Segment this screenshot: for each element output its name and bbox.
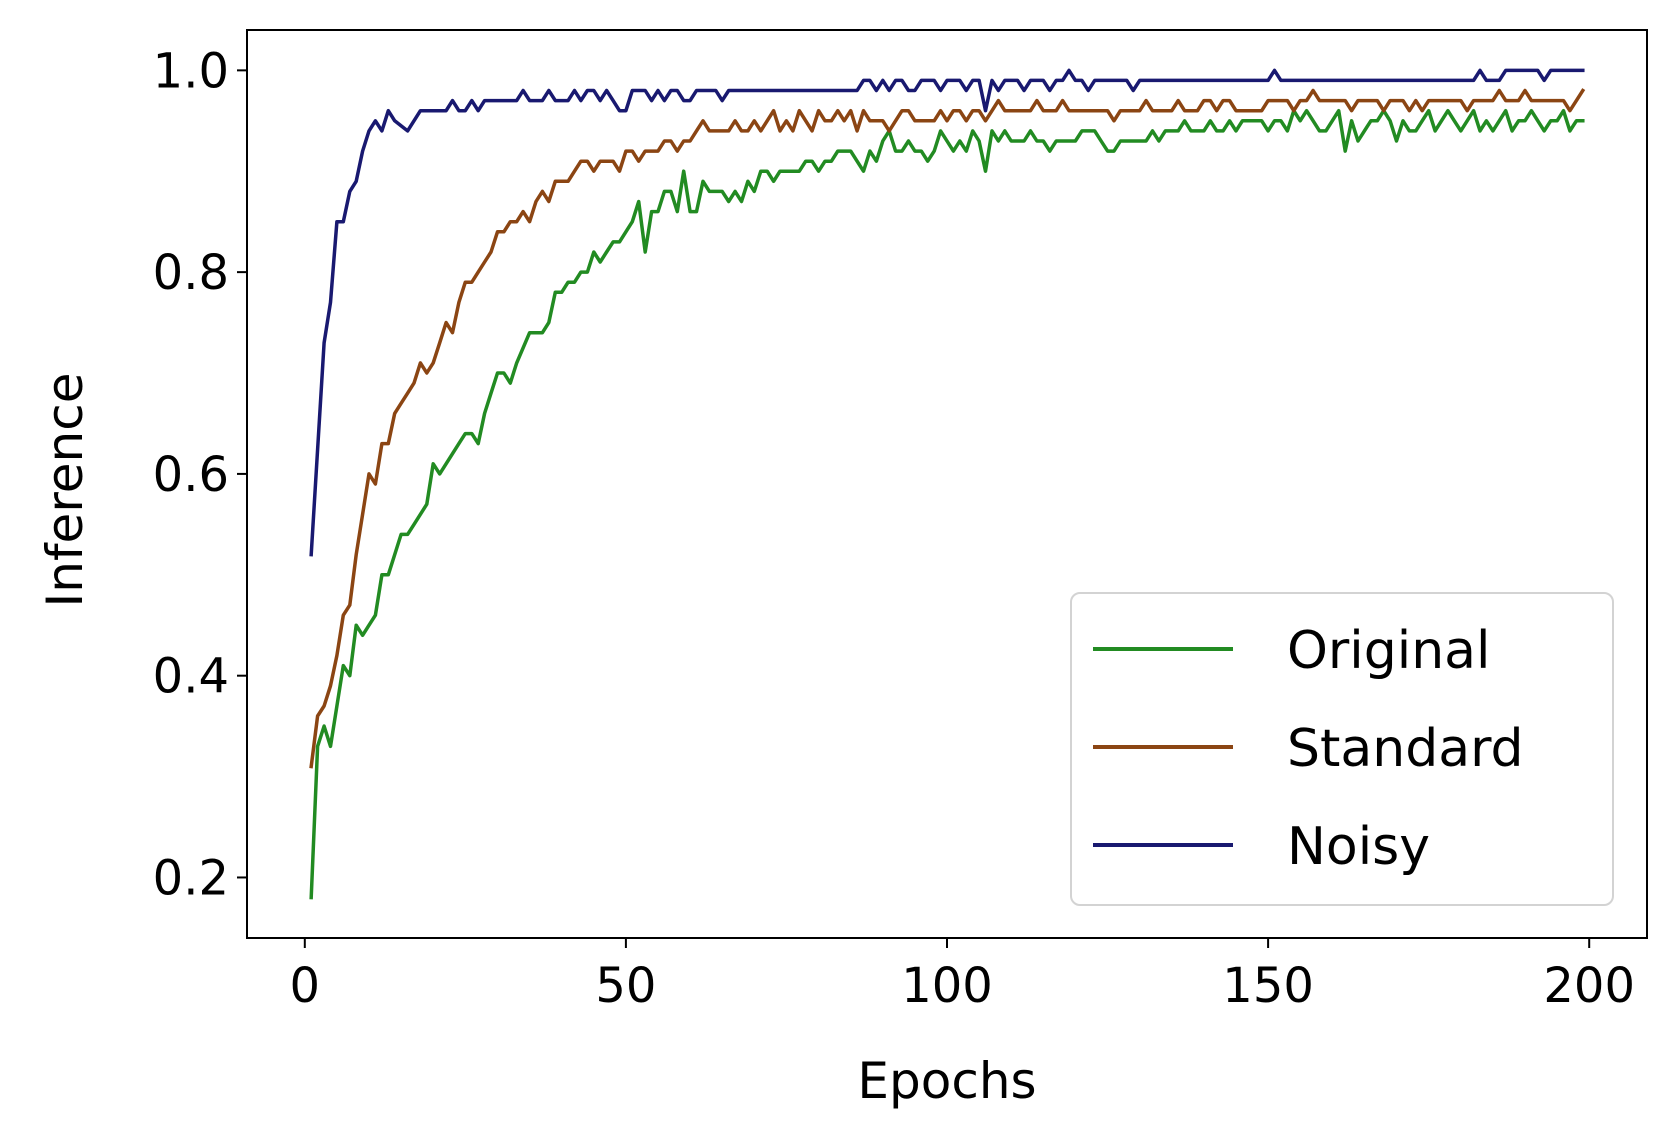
y-tick-label: 1.0 <box>153 43 229 99</box>
x-axis: 0 50 100 150 200 <box>290 938 1635 1014</box>
y-axis: 0.2 0.4 0.6 0.8 1.0 <box>153 43 247 906</box>
y-tick-label: 0.2 <box>153 850 229 906</box>
x-tick-label: 100 <box>901 958 993 1014</box>
x-tick-label: 150 <box>1222 958 1314 1014</box>
x-tick-label: 200 <box>1543 958 1635 1014</box>
legend-label-noisy: Noisy <box>1287 817 1430 877</box>
y-tick-label: 0.8 <box>153 245 229 301</box>
series-line-original <box>309 108 1585 900</box>
x-tick-label: 0 <box>290 958 321 1014</box>
legend-box <box>1070 592 1614 906</box>
x-tick-label: 50 <box>595 958 656 1014</box>
series-line-noisy <box>309 68 1585 557</box>
legend-label-standard: Standard <box>1287 719 1524 779</box>
x-axis-label: Epochs <box>857 1052 1036 1110</box>
legend-items: Original Standard Noisy <box>1093 621 1524 877</box>
y-axis-label: Inference <box>36 373 94 608</box>
legend-label-original: Original <box>1287 621 1490 681</box>
y-tick-label: 0.6 <box>153 447 229 503</box>
series-line-standard <box>309 88 1586 769</box>
y-tick-label: 0.4 <box>153 649 229 705</box>
legend: Original Standard Noisy <box>1070 592 1614 906</box>
series-layer <box>309 68 1586 900</box>
